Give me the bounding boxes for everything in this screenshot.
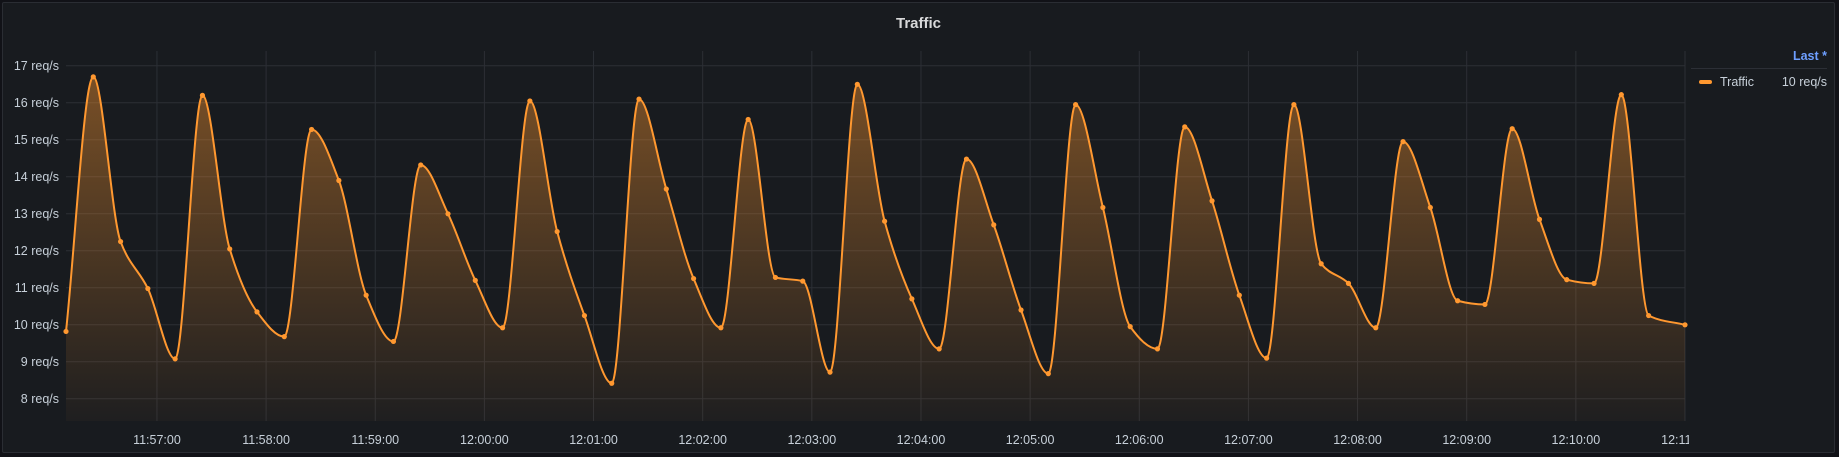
- data-point[interactable]: [718, 325, 724, 331]
- data-point[interactable]: [472, 277, 478, 283]
- y-tick-label: 9 req/s: [21, 355, 59, 369]
- data-point[interactable]: [690, 275, 697, 282]
- data-point[interactable]: [1646, 312, 1652, 319]
- data-point[interactable]: [172, 356, 178, 362]
- data-point[interactable]: [1236, 292, 1242, 298]
- y-axis: 8 req/s 9 req/s 10 req/s 11 req/s 12 req/s 13…: [14, 59, 59, 406]
- x-tick-label: 12:03:00: [787, 433, 836, 447]
- x-tick-label: 12:09:00: [1442, 433, 1491, 447]
- data-point[interactable]: [991, 222, 997, 228]
- data-point[interactable]: [1482, 301, 1488, 308]
- data-point[interactable]: [1345, 280, 1352, 286]
- data-point[interactable]: [581, 312, 588, 319]
- y-tick-label: 8 req/s: [21, 392, 59, 406]
- x-tick-label: 11:58:00: [242, 433, 290, 447]
- data-point[interactable]: [827, 369, 833, 375]
- data-point[interactable]: [336, 177, 342, 184]
- data-point[interactable]: [636, 96, 642, 102]
- data-point[interactable]: [227, 246, 233, 252]
- y-tick-label: 16 req/s: [14, 96, 59, 110]
- data-point[interactable]: [1373, 325, 1379, 331]
- data-point[interactable]: [745, 116, 751, 123]
- y-tick-label: 12 req/s: [14, 244, 59, 258]
- data-points: [63, 74, 1688, 386]
- y-tick-label: 13 req/s: [14, 207, 59, 221]
- data-point[interactable]: [527, 98, 533, 104]
- x-tick-label: 12:04:00: [897, 433, 946, 447]
- series-color-swatch: [1699, 80, 1712, 84]
- data-point[interactable]: [609, 380, 615, 386]
- legend: Last * Traffic 10 req/s: [1691, 49, 1827, 89]
- data-point[interactable]: [1182, 124, 1188, 130]
- y-tick-label: 17 req/s: [14, 59, 59, 73]
- data-point[interactable]: [936, 346, 942, 352]
- data-point[interactable]: [1564, 277, 1570, 283]
- x-tick-label: 12:07:00: [1224, 433, 1273, 447]
- data-point[interactable]: [881, 218, 888, 224]
- data-point[interactable]: [772, 274, 779, 281]
- data-point[interactable]: [418, 162, 424, 168]
- data-point[interactable]: [963, 156, 970, 162]
- data-point[interactable]: [281, 334, 287, 340]
- data-point[interactable]: [1618, 92, 1624, 98]
- x-tick-label: 12:11:00: [1661, 433, 1689, 447]
- data-point[interactable]: [1264, 355, 1270, 361]
- y-tick-label: 10 req/s: [14, 318, 59, 332]
- data-point[interactable]: [1073, 102, 1079, 108]
- x-tick-label: 12:05:00: [1006, 433, 1055, 447]
- data-point[interactable]: [90, 74, 96, 80]
- x-tick-label: 11:59:00: [351, 433, 399, 447]
- data-point[interactable]: [1682, 322, 1688, 328]
- data-point[interactable]: [1318, 261, 1324, 267]
- x-tick-label: 12:06:00: [1115, 433, 1164, 447]
- data-point[interactable]: [1400, 139, 1406, 145]
- traffic-chart: 8 req/s 9 req/s 10 req/s 11 req/s 12 req/s 13…: [14, 51, 1689, 447]
- data-point[interactable]: [1100, 204, 1106, 211]
- data-point[interactable]: [1536, 216, 1543, 222]
- data-point[interactable]: [854, 81, 860, 87]
- x-tick-label: 12:01:00: [569, 433, 618, 447]
- legend-item-traffic[interactable]: Traffic 10 req/s: [1691, 75, 1827, 89]
- x-axis: 11:57:00 11:58:00 11:59:00 12:00:00 12:01:00…: [133, 433, 1689, 447]
- panel-title[interactable]: Traffic: [895, 15, 941, 32]
- data-point[interactable]: [63, 328, 69, 335]
- data-point[interactable]: [499, 325, 506, 331]
- data-point[interactable]: [1509, 126, 1515, 132]
- y-tick-label: 15 req/s: [14, 133, 59, 147]
- data-point[interactable]: [254, 309, 260, 315]
- data-point[interactable]: [1427, 204, 1433, 211]
- data-point[interactable]: [1455, 298, 1461, 304]
- data-point[interactable]: [199, 92, 206, 98]
- data-point[interactable]: [663, 186, 669, 192]
- data-point[interactable]: [554, 228, 560, 235]
- x-tick-label: 11:57:00: [133, 433, 181, 447]
- data-point[interactable]: [1018, 307, 1024, 313]
- data-point[interactable]: [363, 292, 369, 298]
- data-point[interactable]: [117, 238, 124, 245]
- data-point[interactable]: [445, 211, 451, 217]
- data-point[interactable]: [1127, 324, 1133, 330]
- y-tick-label: 11 req/s: [15, 281, 59, 295]
- x-tick-label: 12:10:00: [1552, 433, 1601, 447]
- data-point[interactable]: [1291, 102, 1297, 108]
- data-point[interactable]: [800, 278, 806, 284]
- data-point[interactable]: [909, 296, 915, 302]
- legend-series-name[interactable]: Traffic: [1720, 75, 1755, 89]
- x-tick-label: 12:02:00: [678, 433, 727, 447]
- x-tick-label: 12:00:00: [460, 433, 509, 447]
- data-point[interactable]: [1154, 346, 1161, 352]
- data-point[interactable]: [145, 285, 151, 292]
- data-point[interactable]: [1209, 198, 1215, 204]
- traffic-area: [66, 76, 1685, 422]
- x-tick-label: 12:08:00: [1333, 433, 1382, 447]
- data-point[interactable]: [1045, 371, 1051, 377]
- data-point[interactable]: [308, 126, 315, 133]
- legend-sort-header[interactable]: Last *: [1691, 49, 1827, 69]
- y-tick-label: 14 req/s: [14, 170, 59, 184]
- legend-series-value: 10 req/s: [1781, 75, 1827, 89]
- data-point[interactable]: [390, 338, 397, 345]
- data-point[interactable]: [1591, 280, 1597, 286]
